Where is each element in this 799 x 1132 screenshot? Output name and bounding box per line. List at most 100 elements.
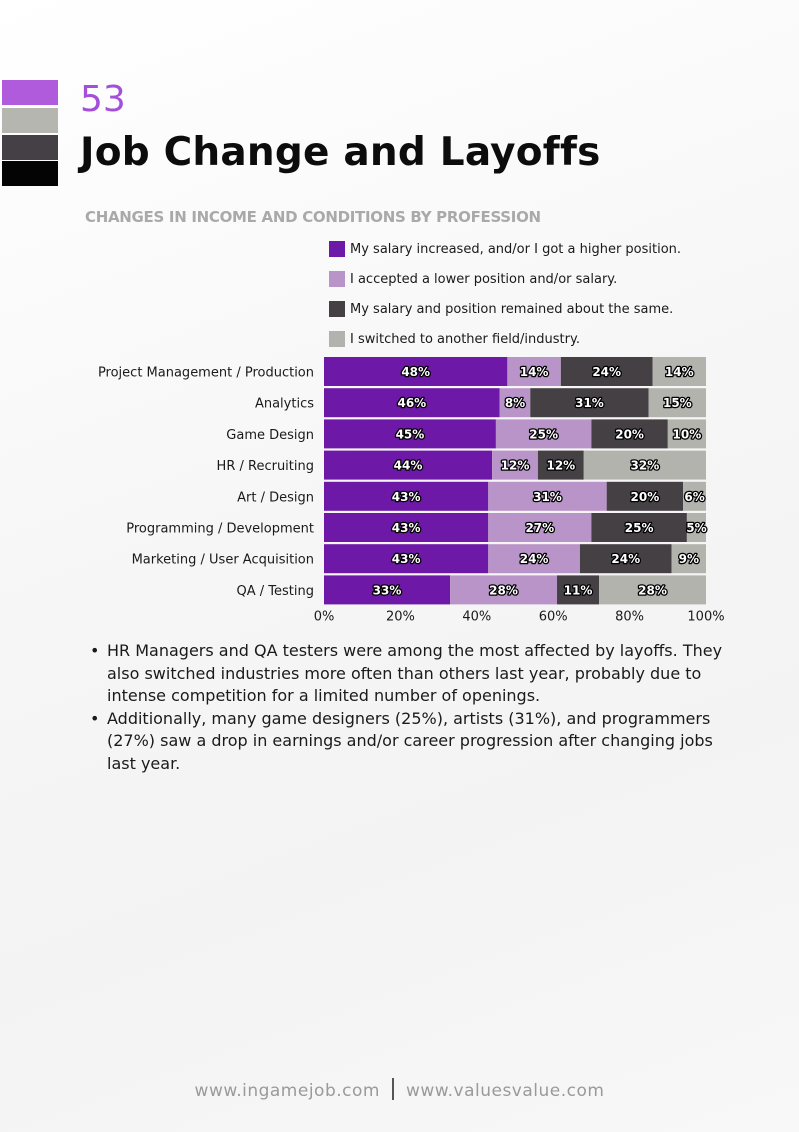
data-label: 31% <box>533 490 562 504</box>
legend-swatch <box>329 241 345 257</box>
data-label: 32% <box>631 459 660 473</box>
bar-segment <box>499 388 531 418</box>
data-label: 8% <box>505 396 525 410</box>
x-tick-label: 60% <box>539 610 568 625</box>
page-number: 53 <box>80 79 126 120</box>
category-label: Programming / Development <box>126 522 314 537</box>
bar-segment <box>324 388 500 418</box>
bar-segment <box>652 357 706 386</box>
legend-item: My salary and position remained about th… <box>329 301 673 317</box>
bar-segment <box>560 357 653 386</box>
data-label: 25% <box>529 427 558 441</box>
data-label: 20% <box>615 427 644 441</box>
category-label: Project Management / Production <box>98 366 314 381</box>
bar-segment <box>450 575 558 605</box>
page-title: Job Change and Layoffs <box>80 130 601 175</box>
bar-segment <box>671 544 706 574</box>
legend-label: My salary increased, and/or I got a high… <box>350 241 682 257</box>
bar-segment <box>530 388 649 418</box>
bar-segment <box>599 575 706 605</box>
legend-label: I accepted a lower position and/or salar… <box>350 271 618 287</box>
bar-segment <box>686 513 706 542</box>
bar-segment <box>324 575 451 605</box>
swatch-light-gray <box>2 108 58 133</box>
data-label: 25% <box>625 521 654 535</box>
swatch-dark-gray <box>2 135 58 160</box>
footer-separator <box>391 1078 394 1100</box>
bar-segment <box>591 419 668 449</box>
bar-segment <box>488 481 607 511</box>
data-label: 24% <box>520 552 549 566</box>
legend-swatch <box>329 301 345 317</box>
bar-segment <box>683 481 706 511</box>
bar-segment <box>324 357 508 386</box>
bar-segment <box>324 544 489 574</box>
x-tick-label: 100% <box>687 610 724 625</box>
legend-item: I switched to another field/industry. <box>329 331 580 347</box>
bar-segment <box>507 357 561 386</box>
bar-segment <box>324 481 489 511</box>
legend-label: I switched to another field/industry. <box>350 331 580 347</box>
data-label: 28% <box>489 583 518 597</box>
footer-link-ingamejob[interactable]: www.ingamejob.com <box>194 1081 380 1101</box>
swatch-purple <box>2 80 58 105</box>
legend-swatch <box>329 331 345 347</box>
data-label: 24% <box>611 552 640 566</box>
bar-segment <box>537 450 584 480</box>
category-label: HR / Recruiting <box>217 459 314 474</box>
bar-segment <box>492 450 538 480</box>
bar-segment <box>583 450 706 480</box>
data-label: 48% <box>401 365 430 379</box>
bar-segment <box>606 481 684 511</box>
bar-segment <box>488 544 580 574</box>
data-label: 11% <box>564 583 593 597</box>
bar-segment <box>579 544 672 574</box>
note-item: Additionally, many game designers (25%),… <box>90 708 730 776</box>
bar-segment <box>324 513 489 542</box>
stacked-bar-chart: Project Management / Production 48% 14% 24%… <box>98 357 725 625</box>
bar-segment <box>488 513 592 542</box>
data-label: 43% <box>392 490 421 504</box>
footer-link-valuesvalue[interactable]: www.valuesvalue.com <box>405 1081 605 1101</box>
data-label: 6% <box>684 490 704 504</box>
category-label: Analytics <box>255 397 314 412</box>
footer: www.ingamejob.com www.valuesvalue.com <box>0 1078 799 1102</box>
legend-item: I accepted a lower position and/or salar… <box>329 271 617 287</box>
data-label: 10% <box>673 427 702 441</box>
legend-item: My salary increased, and/or I got a high… <box>329 241 681 257</box>
data-label: 20% <box>631 490 660 504</box>
note-item: HR Managers and QA testers were among th… <box>90 640 730 708</box>
chart-title: CHANGES IN INCOME AND CONDITIONS BY PROF… <box>85 208 541 226</box>
category-label: Marketing / User Acquisition <box>132 553 314 568</box>
x-tick-label: 0% <box>314 610 335 625</box>
bar-segment <box>591 513 687 542</box>
data-label: 14% <box>520 365 549 379</box>
data-label: 15% <box>663 396 692 410</box>
x-tick-label: 80% <box>615 610 644 625</box>
legend-label: My salary and position remained about th… <box>350 301 674 317</box>
legend-swatch <box>329 271 345 287</box>
data-label: 43% <box>392 552 421 566</box>
data-label: 12% <box>501 459 530 473</box>
data-label: 12% <box>546 459 575 473</box>
data-label: 28% <box>638 583 667 597</box>
data-label: 45% <box>396 427 425 441</box>
bar-segment <box>324 419 496 449</box>
x-tick-label: 40% <box>462 610 491 625</box>
data-label: 43% <box>392 521 421 535</box>
data-label: 33% <box>373 583 402 597</box>
category-label: Art / Design <box>237 490 314 505</box>
bar-segment <box>324 450 493 480</box>
data-label: 27% <box>525 521 554 535</box>
data-label: 24% <box>592 365 621 379</box>
data-label: 46% <box>397 396 426 410</box>
notes-list: HR Managers and QA testers were among th… <box>90 640 730 775</box>
x-tick-label: 20% <box>386 610 415 625</box>
data-label: 5% <box>686 521 706 535</box>
data-label: 14% <box>665 365 694 379</box>
category-label: QA / Testing <box>237 584 314 599</box>
bar-segment <box>557 575 600 605</box>
bar-segment <box>667 419 706 449</box>
data-label: 31% <box>575 396 604 410</box>
data-label: 9% <box>679 552 699 566</box>
